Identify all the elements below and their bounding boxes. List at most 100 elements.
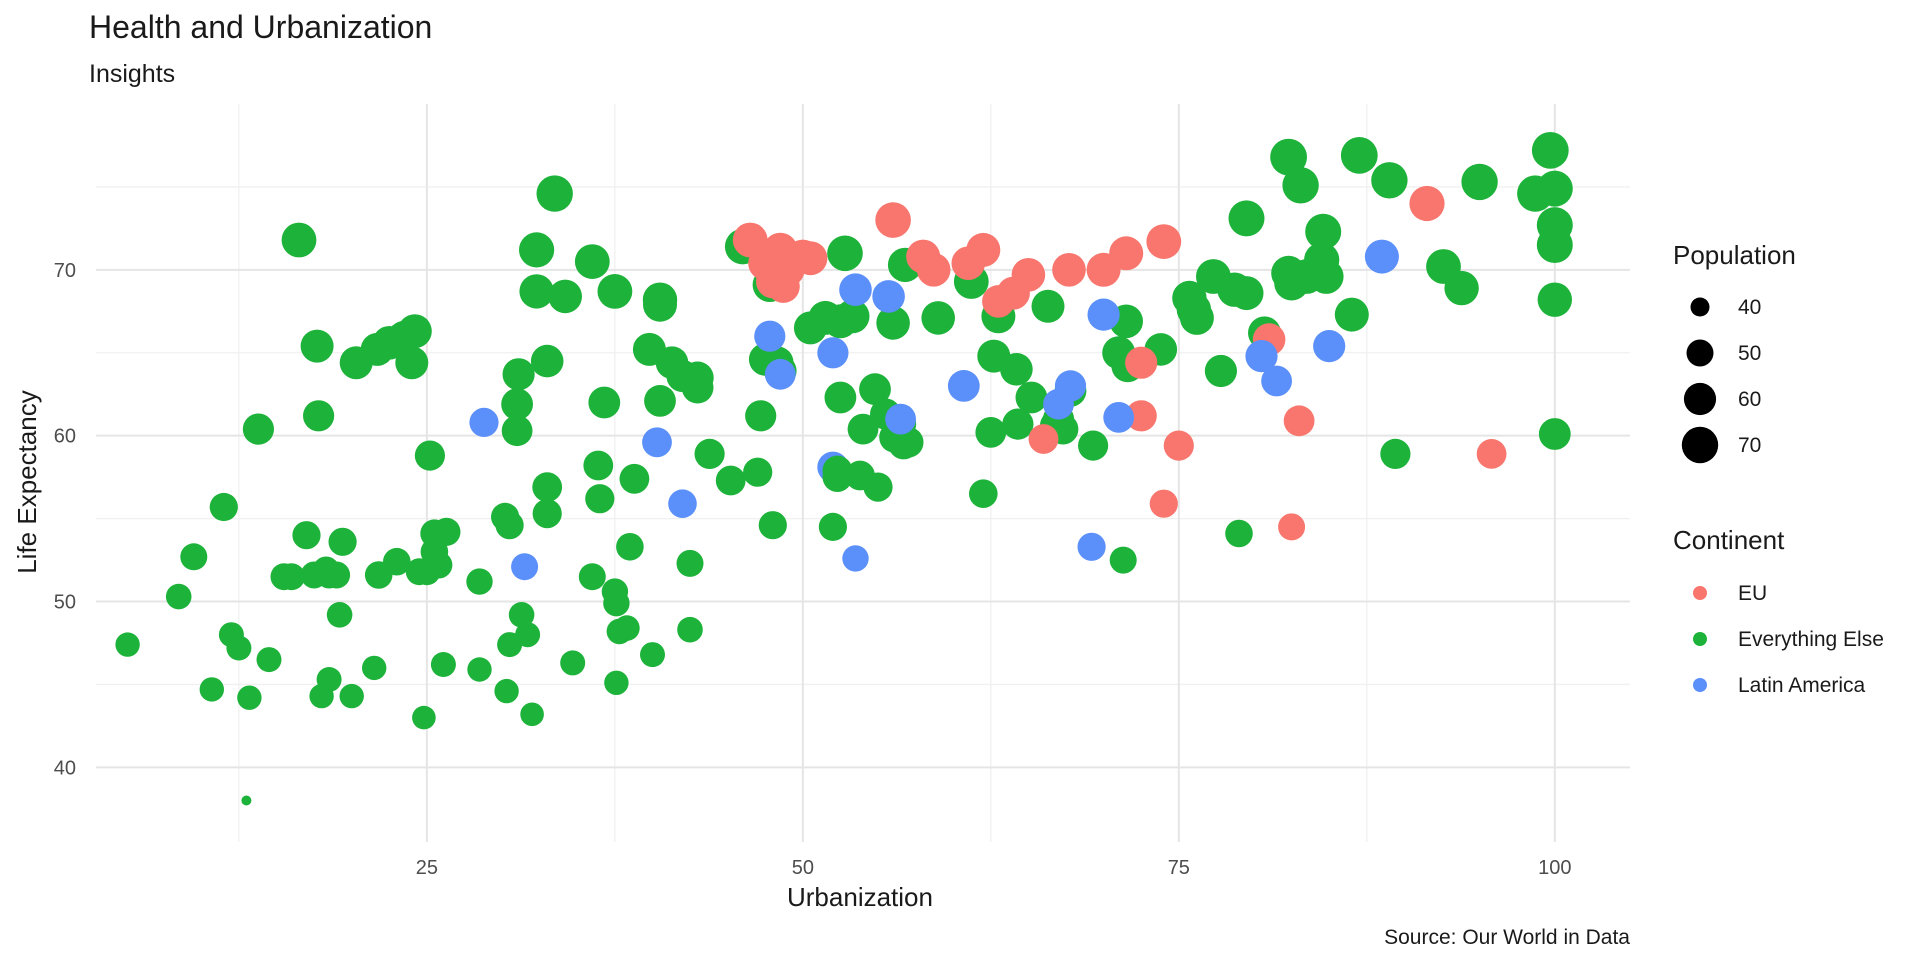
data-point <box>863 472 893 502</box>
size-legend-key <box>1690 297 1710 317</box>
data-point <box>578 563 606 591</box>
data-point <box>1536 170 1573 207</box>
data-point <box>278 563 305 591</box>
data-point <box>1109 546 1137 574</box>
data-point <box>827 235 863 272</box>
data-point <box>303 400 335 432</box>
data-point <box>1052 252 1086 287</box>
data-point <box>323 561 351 589</box>
data-point <box>643 287 677 322</box>
data-point <box>1149 489 1178 518</box>
data-point <box>1179 300 1214 335</box>
y-tick-label: 40 <box>54 757 76 779</box>
size-legend-label: 50 <box>1738 342 1761 365</box>
plot-panel: 25 50 75 100 40 50 60 70 <box>54 104 1630 879</box>
y-axis-title: Life Expectancy <box>12 390 42 574</box>
data-point <box>1340 137 1378 174</box>
data-point <box>502 358 535 391</box>
color-legend-key <box>1693 586 1707 600</box>
data-point <box>859 373 891 406</box>
data-point <box>872 280 905 313</box>
data-point <box>360 332 394 366</box>
data-point <box>745 400 777 432</box>
y-tick-label: 50 <box>54 592 76 614</box>
data-point <box>694 438 725 469</box>
data-point <box>969 479 998 509</box>
data-point <box>758 511 787 540</box>
data-point <box>1334 297 1369 332</box>
data-point <box>256 647 282 673</box>
chart-title: Health and Urbanization <box>89 9 432 45</box>
data-point <box>425 551 453 579</box>
data-point <box>115 632 140 657</box>
data-point <box>1305 213 1342 250</box>
size-legend-key <box>1681 426 1719 464</box>
data-point <box>1028 424 1059 454</box>
data-point <box>766 269 800 303</box>
data-point <box>640 642 665 668</box>
size-legend: Population 40 50 60 70 <box>1673 240 1796 464</box>
data-point <box>1146 224 1182 259</box>
data-point <box>1125 400 1157 432</box>
data-point <box>412 705 436 730</box>
data-point <box>642 427 672 458</box>
data-point <box>180 543 208 571</box>
data-point <box>614 615 640 641</box>
y-tick-label: 60 <box>54 426 76 448</box>
data-point <box>237 685 262 710</box>
data-point <box>817 337 849 369</box>
data-point <box>530 344 564 378</box>
data-point <box>501 415 533 447</box>
data-point <box>508 602 535 628</box>
data-point <box>1103 402 1135 433</box>
size-legend-key <box>1683 382 1717 416</box>
data-point <box>532 472 563 502</box>
x-tick-label: 100 <box>1538 857 1571 879</box>
data-point <box>583 450 614 481</box>
data-point <box>824 381 857 414</box>
data-point <box>395 346 429 380</box>
data-point <box>495 511 524 540</box>
color-legend-title: Continent <box>1673 525 1785 555</box>
data-point <box>818 512 848 542</box>
data-point <box>1538 418 1571 450</box>
data-point <box>754 320 786 352</box>
data-point <box>982 285 1015 318</box>
data-point <box>326 602 353 628</box>
size-legend-label: 70 <box>1738 434 1761 457</box>
data-point <box>414 440 445 471</box>
data-point <box>616 533 644 561</box>
data-point <box>1313 330 1346 363</box>
data-point <box>199 677 224 702</box>
data-point <box>309 683 334 709</box>
data-point <box>1000 353 1033 386</box>
data-point <box>676 549 704 577</box>
data-point <box>1109 236 1144 271</box>
data-point <box>1015 381 1048 414</box>
x-axis-ticks: 25 50 75 100 <box>416 857 1572 879</box>
data-point <box>588 386 621 419</box>
data-point <box>300 329 334 363</box>
data-point <box>328 527 357 556</box>
data-point <box>1308 259 1344 294</box>
data-point <box>1380 438 1411 469</box>
data-point <box>520 702 544 727</box>
data-point <box>1536 227 1573 263</box>
data-point <box>1204 354 1237 388</box>
size-legend-label: 60 <box>1738 388 1761 411</box>
data-point <box>1409 185 1445 222</box>
data-point <box>1537 282 1573 317</box>
data-point <box>241 795 252 806</box>
data-point <box>1531 132 1569 169</box>
x-tick-label: 75 <box>1168 857 1190 879</box>
data-point <box>1077 532 1106 561</box>
y-tick-label: 70 <box>54 260 76 282</box>
data-point <box>951 246 986 280</box>
data-point <box>339 683 364 709</box>
data-point <box>1245 340 1278 373</box>
data-point <box>1002 408 1034 440</box>
data-point <box>668 489 697 518</box>
y-axis-ticks: 40 50 60 70 <box>54 260 76 780</box>
data-point <box>597 274 633 309</box>
data-point <box>1078 430 1109 461</box>
